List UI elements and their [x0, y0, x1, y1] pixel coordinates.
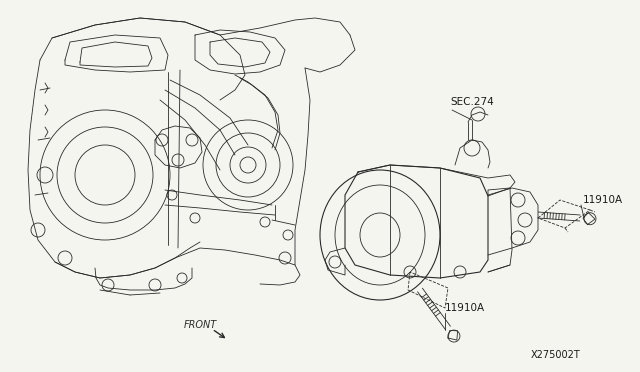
Text: SEC.274: SEC.274 [450, 97, 493, 107]
Text: FRONT: FRONT [184, 320, 216, 330]
Text: 11910A: 11910A [445, 303, 485, 313]
Text: X275002T: X275002T [531, 350, 580, 360]
Text: 11910A: 11910A [583, 195, 623, 205]
